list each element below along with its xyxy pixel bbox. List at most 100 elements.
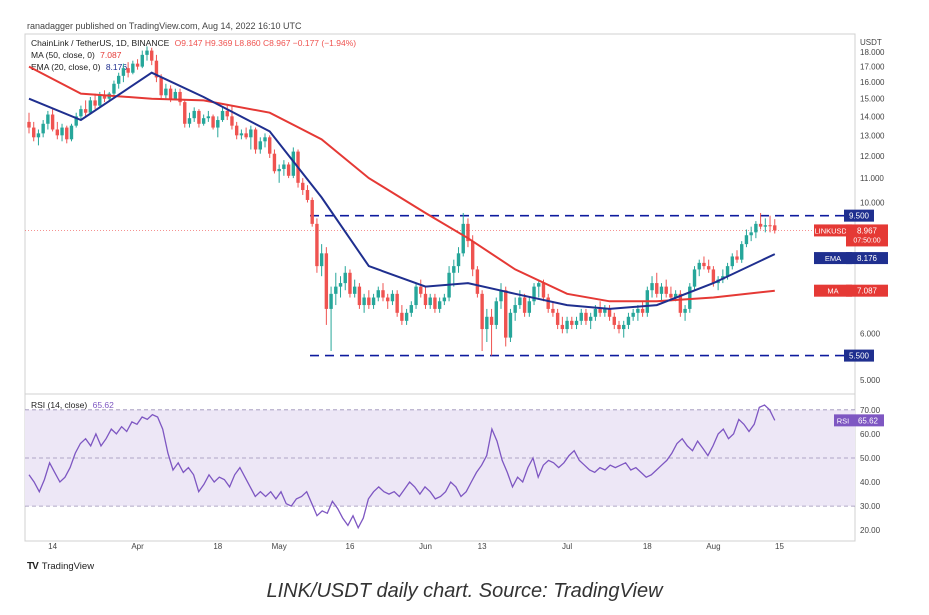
candle-body <box>522 297 527 313</box>
rsi-name-tag <box>834 414 852 427</box>
rsi-axis-tick: 70.00 <box>860 406 881 415</box>
legend-symbol: ChainLink / TetherUS, 1D, BINANCE <box>31 38 170 48</box>
price-axis-tick: 13.000 <box>860 131 885 140</box>
candle-body <box>55 129 60 136</box>
candle-body <box>617 324 621 330</box>
candle-body <box>211 116 215 128</box>
rsi-axis-tick: 30.00 <box>860 502 881 511</box>
candle-body <box>499 290 503 302</box>
candle-body <box>409 305 414 313</box>
candle-body <box>201 118 206 124</box>
candle-body <box>631 312 635 317</box>
candle-body <box>36 133 41 138</box>
ma50-line <box>28 65 775 303</box>
ma-value-tag <box>846 284 888 297</box>
x-axis-tick: Apr <box>131 542 144 551</box>
candle-body <box>286 164 291 176</box>
candle-body <box>740 244 744 260</box>
level-tag-label: 9.500 <box>849 212 870 221</box>
candle-body <box>324 253 329 309</box>
publisher-line: ranadagger published on TradingView.com,… <box>27 21 302 31</box>
x-axis-tick: 18 <box>213 542 222 551</box>
candle-body <box>551 308 555 313</box>
price-axis-tick: 10.000 <box>860 199 885 208</box>
candle-body <box>603 308 607 313</box>
candle-body <box>706 266 711 270</box>
candle-body <box>150 50 154 61</box>
x-axis-tick: May <box>272 542 287 551</box>
legend-rsi-row: RSI (14, close) 65.62 <box>31 400 114 410</box>
candle-body <box>692 269 697 287</box>
candle-body <box>640 308 645 313</box>
candle-body <box>376 290 380 298</box>
candle-body <box>669 293 673 298</box>
rsi-value-tag <box>852 414 884 427</box>
candle-body <box>489 316 494 325</box>
candle-body <box>508 312 513 338</box>
candle-body <box>433 297 437 309</box>
candle-body <box>220 110 225 121</box>
candle-body <box>249 129 253 138</box>
legend-ema-row: EMA (20, close, 0) 8.176 <box>31 62 127 72</box>
candle-body <box>173 91 178 99</box>
price-axis-tick: 18.000 <box>860 48 885 57</box>
candle-body <box>27 121 31 128</box>
candle-body <box>655 283 659 294</box>
candle-body <box>452 266 456 273</box>
x-axis-tick: 13 <box>478 542 487 551</box>
candle-body <box>145 50 149 55</box>
rsi-axis-tick: 20.00 <box>860 526 881 535</box>
candle-body <box>88 100 93 113</box>
candle-body <box>560 324 565 330</box>
symbol-value-label: 8.967 <box>857 226 878 235</box>
candle-body <box>773 225 777 231</box>
candle-body <box>168 88 173 99</box>
candle-body <box>329 293 333 309</box>
candle-body <box>636 308 640 313</box>
candle-body <box>400 312 404 321</box>
candle-body <box>664 286 668 294</box>
candle-body <box>131 63 135 73</box>
candle-body <box>673 293 678 298</box>
candle-body <box>697 262 701 270</box>
candle-body <box>504 290 508 338</box>
candle-body <box>268 137 272 154</box>
candle-body <box>593 308 598 317</box>
candle-body <box>688 286 692 309</box>
candle-body <box>305 190 310 200</box>
candle-body <box>442 297 447 302</box>
candle-body <box>319 253 324 267</box>
level-tag-label: 5.500 <box>849 352 870 361</box>
tradingview-brand[interactable]: TV TradingView <box>27 561 94 572</box>
candle-body <box>60 127 64 136</box>
candle-body <box>588 316 593 321</box>
x-axis-tick: 16 <box>346 542 355 551</box>
ema-name-label: EMA <box>825 254 841 263</box>
legend-ma-value: 7.087 <box>100 50 122 60</box>
candle-body <box>570 320 574 325</box>
candle-body <box>711 269 716 284</box>
candle-body <box>404 312 409 321</box>
price-axis-tick: 16.000 <box>860 78 885 87</box>
candle-body <box>192 110 196 119</box>
candle-body <box>102 95 107 99</box>
candle-body <box>343 272 347 284</box>
candle-body <box>244 133 248 138</box>
candle-body <box>282 164 286 169</box>
candle-body <box>494 301 498 325</box>
candle-body <box>159 77 163 96</box>
candle-body <box>579 312 583 321</box>
candle-body <box>74 116 78 126</box>
candle-body <box>352 286 357 294</box>
ema-value-tag <box>846 252 888 265</box>
candle-body <box>357 286 362 306</box>
candle-body <box>650 283 654 291</box>
candle-body <box>234 125 239 136</box>
candle-body <box>386 297 390 302</box>
candle-body <box>239 133 244 136</box>
candle-body <box>315 223 319 267</box>
candle-body <box>744 235 749 245</box>
candle-body <box>301 182 305 191</box>
x-axis-tick: Jun <box>419 542 432 551</box>
x-axis-tick: 15 <box>775 542 784 551</box>
